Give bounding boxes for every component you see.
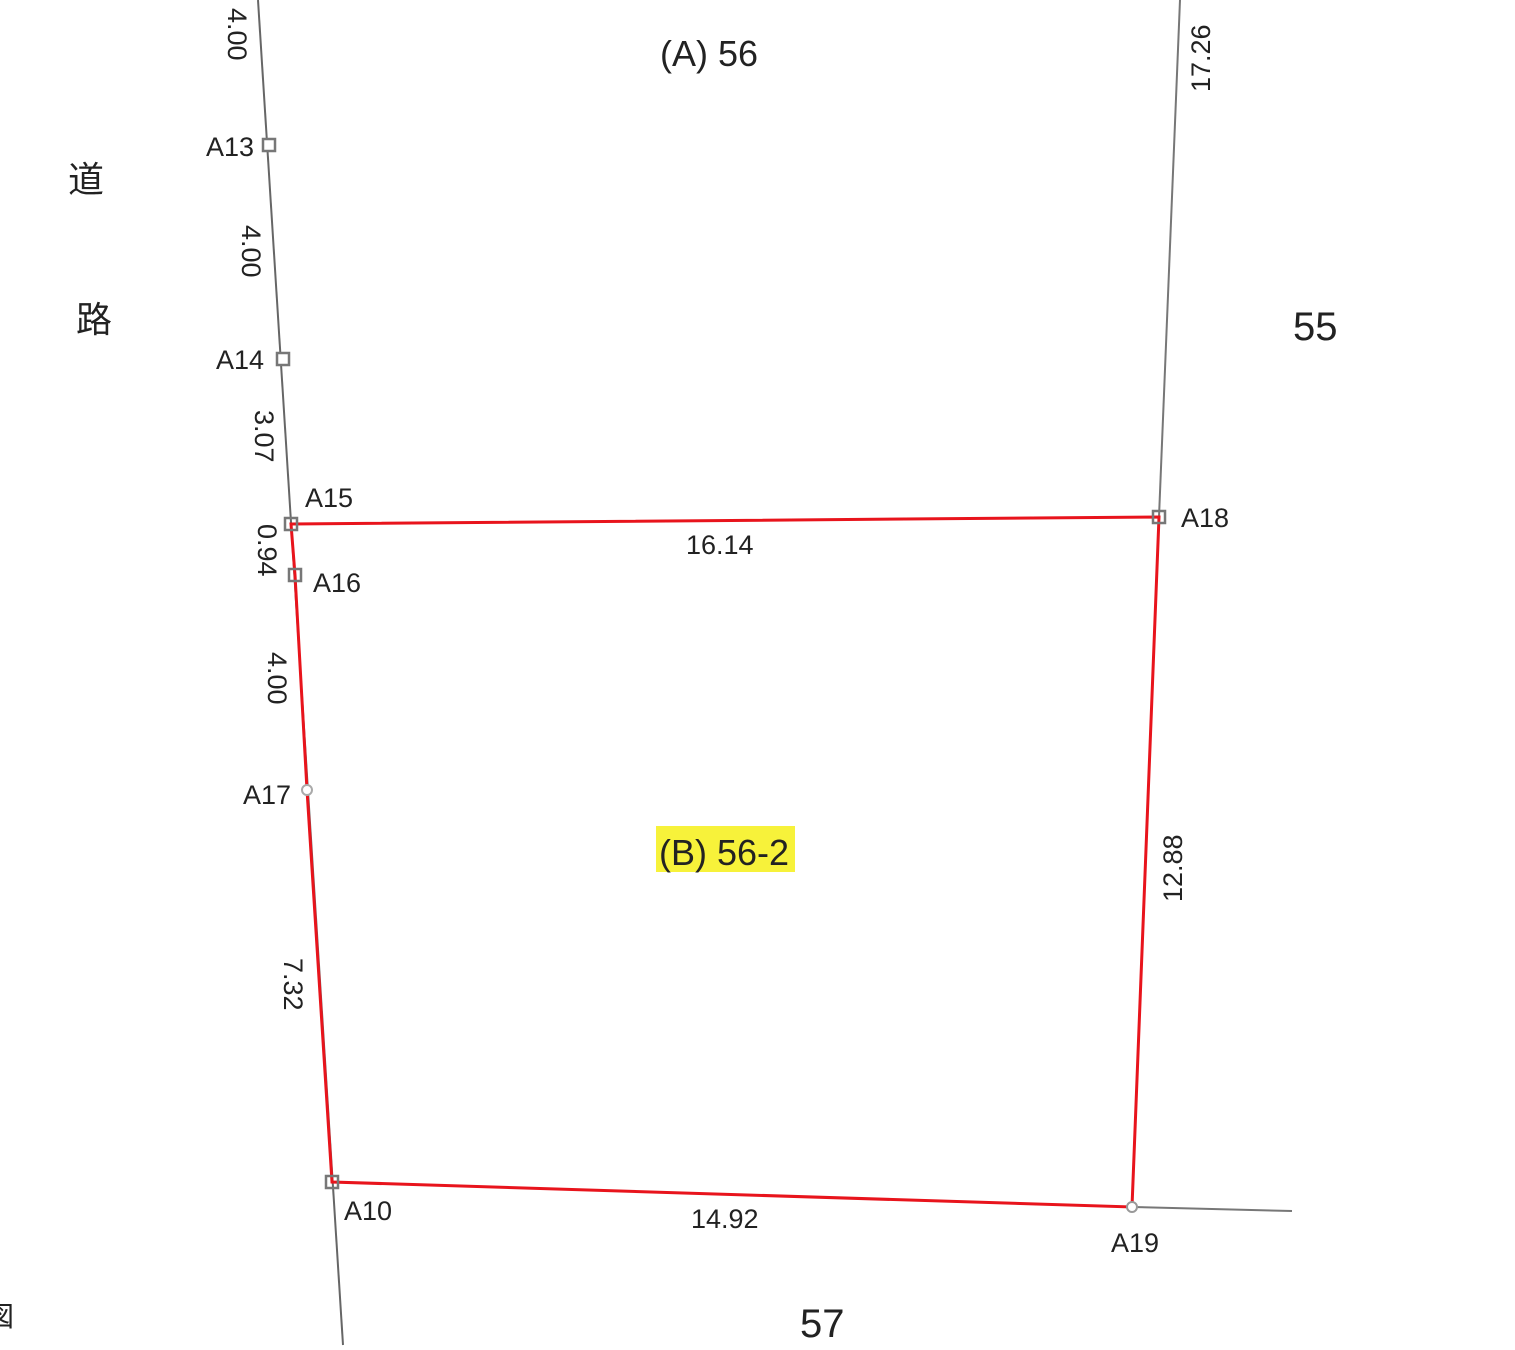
- point-marker-a14: [275, 351, 291, 367]
- point-label-a17: A17: [243, 780, 291, 810]
- corner-fragment-text: 図: [0, 1300, 14, 1333]
- point-label-a13: A13: [206, 132, 254, 162]
- parcel-label-north: (A) 56: [660, 33, 758, 74]
- dimension-a17-a10: 7.32: [278, 958, 308, 1011]
- dimension-a15-a16: 0.94: [252, 524, 282, 577]
- dimension-right-top: 17.26: [1186, 24, 1216, 92]
- dimension-a15-a18: 16.14: [686, 530, 754, 560]
- point-label-a14: A14: [216, 345, 264, 375]
- point-marker-a19: [1126, 1201, 1138, 1213]
- road-label-char-2: 路: [76, 300, 112, 341]
- point-label-a19: A19: [1111, 1228, 1159, 1258]
- dimension-a18-a19: 12.88: [1158, 834, 1188, 902]
- dimension-a13-a14: 4.00: [236, 225, 266, 278]
- dimension-a10-a19: 14.92: [691, 1204, 759, 1234]
- point-marker-a13: [261, 137, 277, 153]
- point-marker-a17: [301, 784, 313, 796]
- point-label-a16: A16: [313, 568, 361, 598]
- parcel-label-south: 57: [800, 1302, 845, 1346]
- dimension-left-top: 4.00: [222, 8, 252, 61]
- point-marker-a16: [287, 567, 303, 583]
- point-marker-a15: [283, 516, 299, 532]
- road-label-char-1: 道: [68, 160, 104, 201]
- dimension-a14-a15: 3.07: [249, 410, 279, 463]
- point-marker-a18: [1151, 509, 1167, 525]
- parcel-label-east: 55: [1293, 305, 1338, 349]
- subject-parcel-highlight: [656, 826, 795, 872]
- point-marker-a10: [324, 1174, 340, 1190]
- right-boundary-line: [1158, 0, 1181, 518]
- parcel-label-subject: (B) 56-2: [659, 832, 789, 873]
- bottom-boundary-line: [1131, 1206, 1293, 1212]
- point-label-a18: A18: [1181, 503, 1229, 533]
- subject-parcel-boundary: [289, 515, 1161, 1209]
- point-label-a10: A10: [344, 1196, 392, 1226]
- dimension-a16-a17: 4.00: [262, 652, 292, 705]
- point-label-a15: A15: [305, 483, 353, 513]
